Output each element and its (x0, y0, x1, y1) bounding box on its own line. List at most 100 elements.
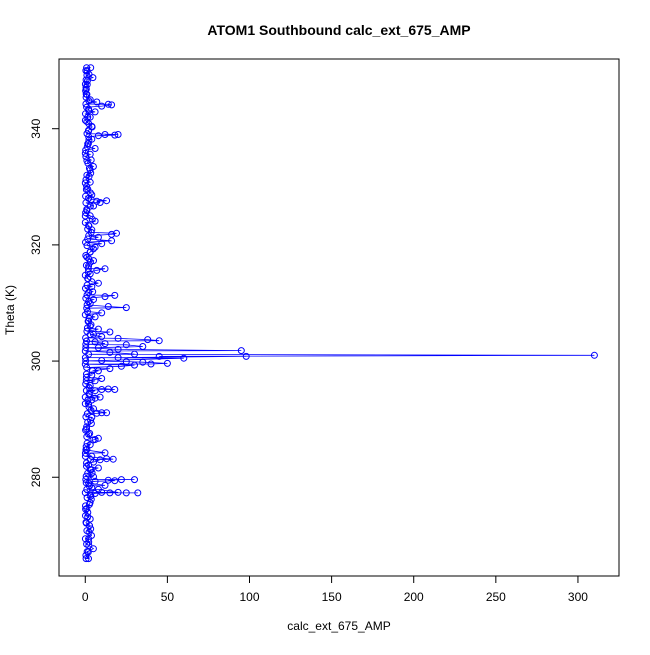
data-point (111, 477, 119, 485)
chart-title: ATOM1 Southbound calc_ext_675_AMP (207, 22, 470, 38)
data-point (89, 163, 97, 170)
data-point (94, 344, 102, 352)
data-point (81, 489, 89, 497)
data-point (104, 100, 112, 108)
data-point (94, 464, 102, 472)
data-point (82, 555, 90, 563)
data-point (84, 225, 92, 233)
data-point (96, 456, 104, 464)
data-point (106, 365, 114, 373)
data-point (87, 525, 95, 533)
x-tick-label: 300 (568, 590, 588, 604)
data-point (94, 233, 102, 241)
data-point (90, 296, 97, 303)
data-point (87, 169, 95, 177)
data-point (91, 313, 99, 321)
data-point (86, 499, 94, 507)
data-point (83, 103, 91, 111)
data-point (98, 309, 106, 317)
data-point (163, 359, 171, 367)
data-point (144, 336, 152, 344)
data-point (82, 443, 90, 451)
data-point (83, 143, 91, 151)
data-point (82, 426, 90, 434)
data-point (96, 393, 104, 401)
x-tick-label: 0 (82, 590, 89, 604)
data-point (98, 102, 106, 110)
data-point (82, 284, 89, 292)
data-point (83, 301, 91, 309)
data-point (131, 476, 138, 484)
data-point (114, 334, 122, 342)
data-point (108, 230, 116, 238)
data-point (103, 409, 111, 417)
data-point (93, 266, 101, 274)
data-point (91, 145, 99, 152)
data-point (237, 347, 245, 355)
data-point (94, 325, 102, 333)
plot-box (58, 58, 620, 577)
data-point (91, 243, 99, 251)
data-point (94, 132, 102, 140)
data-point (86, 96, 94, 104)
y-tick-label: 300 (29, 351, 43, 371)
data-point (83, 425, 91, 433)
data-point (98, 357, 106, 364)
data-point (82, 380, 90, 388)
y-tick-label: 280 (29, 467, 43, 487)
y-tick-label: 340 (29, 118, 43, 138)
data-point (83, 182, 91, 190)
data-point (104, 385, 112, 393)
data-point (82, 502, 89, 510)
data-point (88, 191, 96, 199)
data-point (89, 545, 97, 553)
data-point (134, 489, 142, 497)
data-point (82, 90, 90, 98)
x-tick-label: 50 (161, 590, 175, 604)
data-point (104, 303, 112, 310)
x-axis: 0 50 100 150 200 250 300 (82, 575, 588, 604)
data-point (111, 386, 119, 393)
data-point (101, 293, 109, 301)
data-point (83, 118, 91, 126)
data-point (104, 476, 112, 484)
data-point (81, 360, 89, 368)
data-point (139, 358, 147, 366)
data-point (81, 535, 89, 543)
data-point (90, 405, 97, 413)
data-point (139, 343, 147, 350)
data-point (82, 93, 90, 101)
data-point (84, 308, 91, 315)
data-point (101, 449, 109, 457)
data-point (86, 382, 94, 389)
data-point (82, 146, 90, 154)
data-point (87, 456, 95, 464)
data-point (83, 423, 91, 431)
x-axis-label: calc_ext_675_AMP (287, 619, 390, 633)
data-point (155, 352, 163, 360)
data-point (82, 413, 90, 421)
data-point (83, 304, 91, 312)
data-point (590, 351, 598, 359)
data-point (90, 473, 97, 481)
data-point (82, 252, 90, 259)
data-point (114, 488, 122, 496)
data-point (117, 476, 125, 484)
data-point (91, 387, 99, 395)
data-point (91, 394, 99, 402)
data-point (117, 362, 125, 370)
data-point (82, 377, 90, 385)
data-point (86, 113, 94, 121)
data-point (114, 345, 122, 353)
data-point (89, 288, 97, 296)
data-point (83, 171, 91, 179)
data-point (83, 370, 90, 378)
data-point (93, 409, 101, 417)
data-point (101, 481, 109, 489)
y-axis: 280 300 320 340 (29, 118, 60, 487)
data-point (83, 548, 91, 556)
x-tick-label: 150 (322, 590, 342, 604)
y-axis-label: Theta (K) (3, 285, 17, 335)
data-point (106, 348, 114, 356)
